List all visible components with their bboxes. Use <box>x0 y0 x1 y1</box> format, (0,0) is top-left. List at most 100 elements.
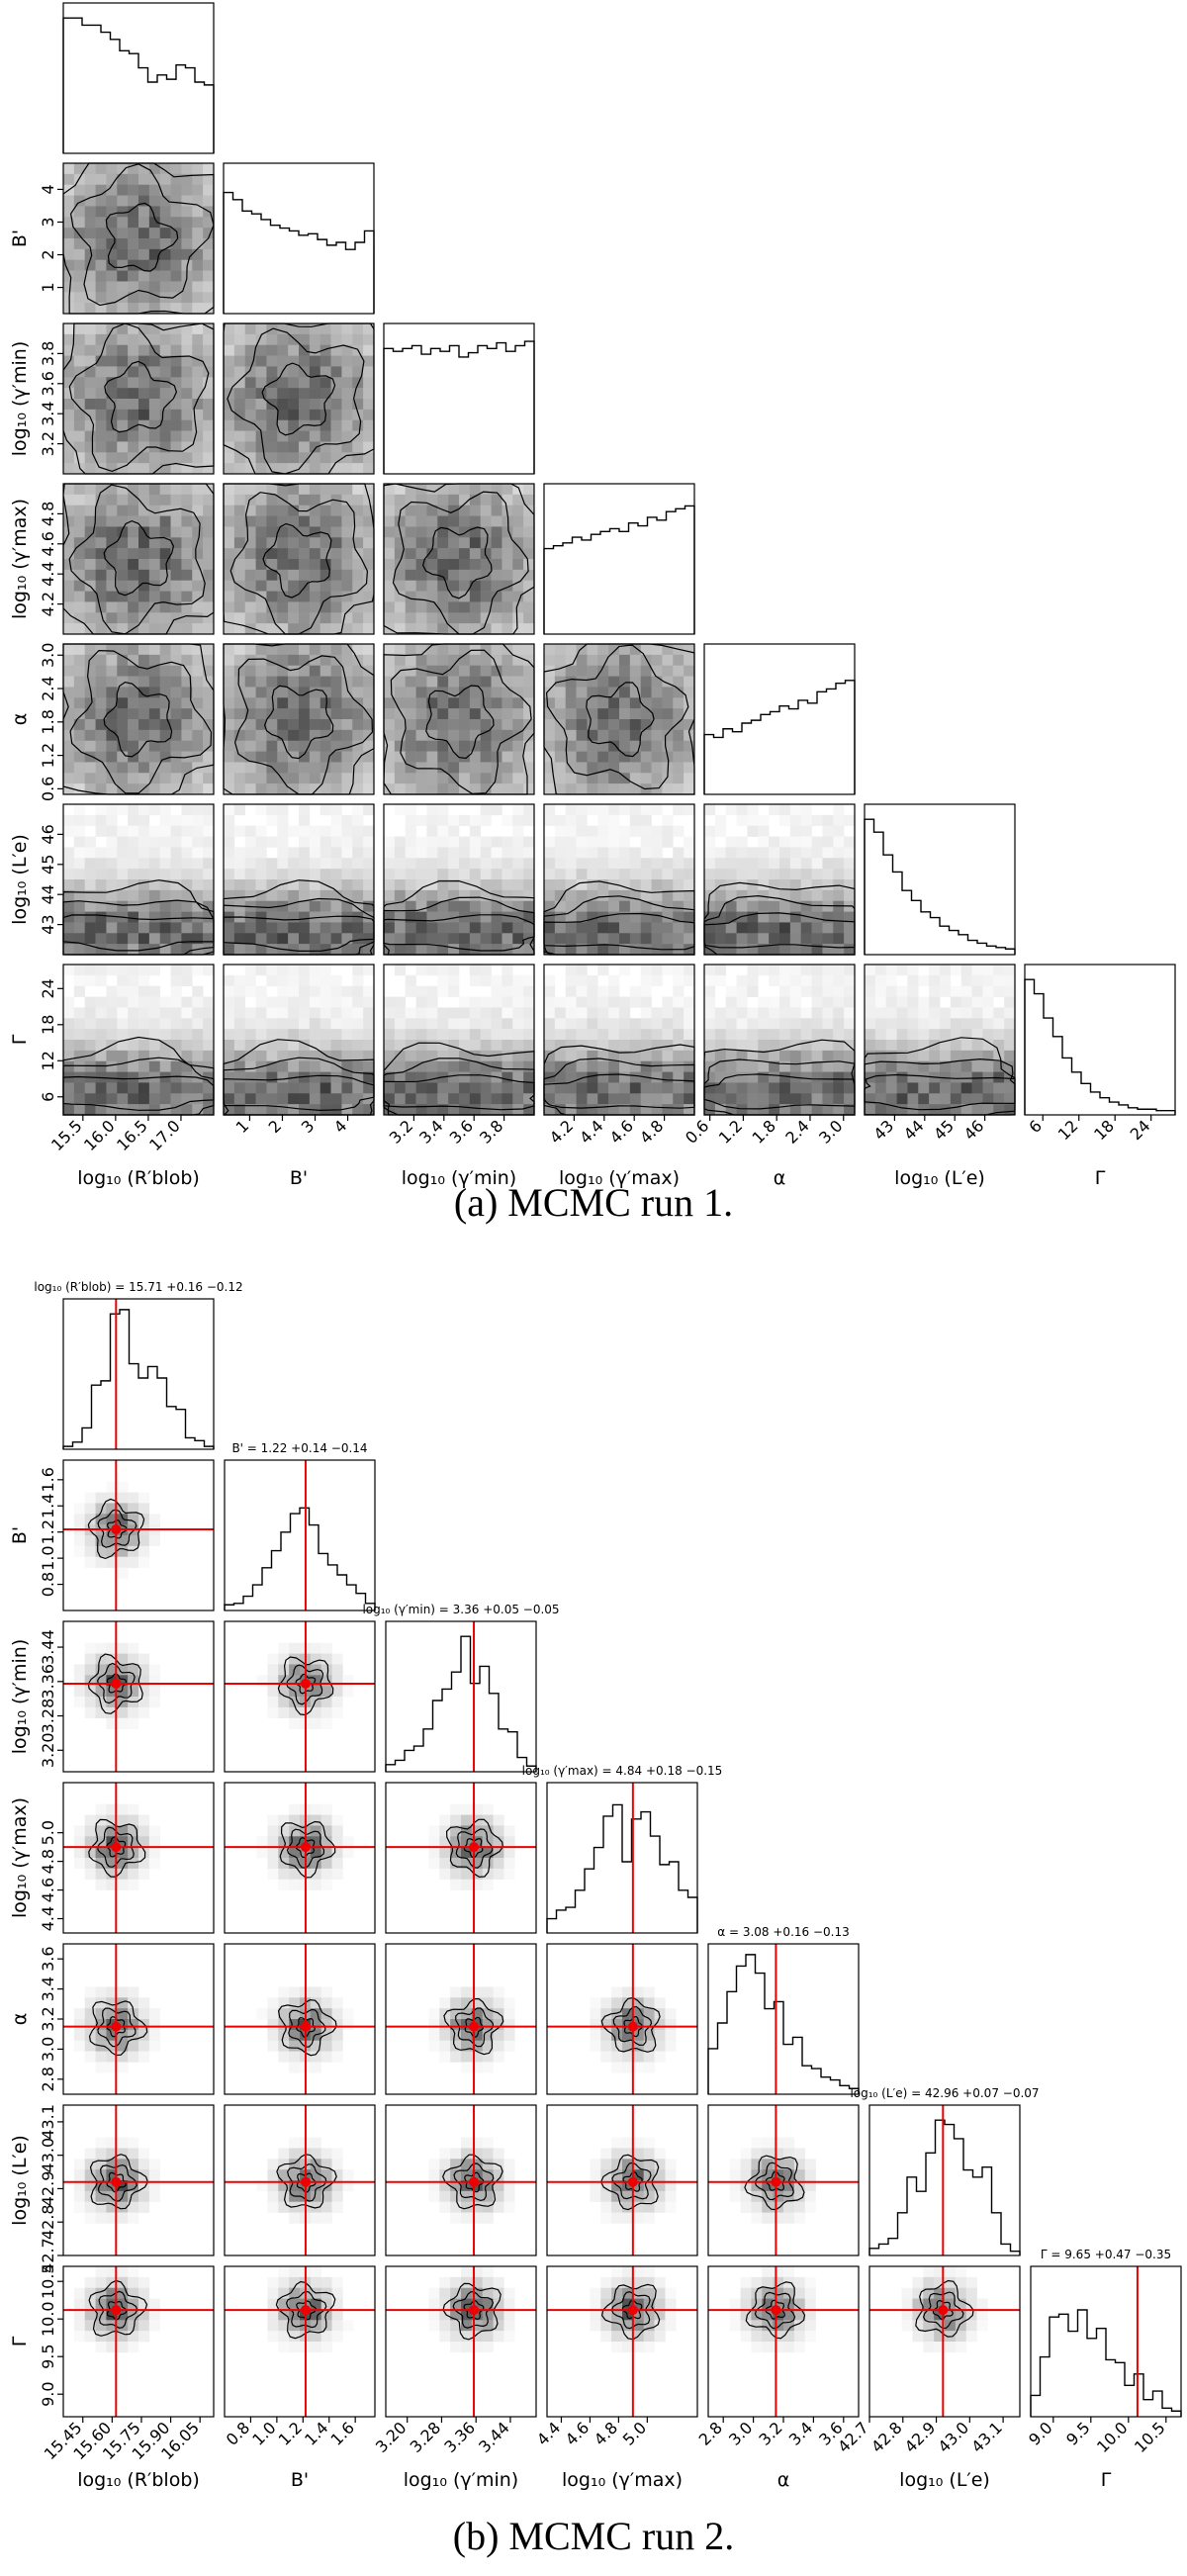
panel-frame-4-4 <box>703 643 856 795</box>
y-tick-label-4-0: 2.8 <box>39 2067 57 2091</box>
panel-4-0: 0.6 1.2 1.8 2.4 3.0 α <box>9 643 215 801</box>
density-5-2 <box>428 2137 515 2224</box>
contour-4-3-1 <box>586 682 655 758</box>
x-tick-label-6-1: 9.5 <box>1062 2418 1093 2448</box>
panel-5-1 <box>223 803 375 956</box>
panel-4-3 <box>543 643 695 795</box>
y-tick-label-4-2: 1.8 <box>39 709 57 734</box>
x-tick-label-1-3: 1.4 <box>301 2418 331 2448</box>
contour-3-0-2 <box>68 484 206 635</box>
panel-3-1 <box>224 1782 376 1934</box>
density-4-2 <box>384 644 535 795</box>
y-tick-label-5-1: 44 <box>39 884 57 904</box>
x-tick-label-3-1: 4.6 <box>562 2418 593 2448</box>
panel-frame-0-0 <box>62 2 215 154</box>
panel-frame-4-4 <box>707 1943 860 2095</box>
truth-point-5-3 <box>627 2176 638 2187</box>
panel-frame-3-3 <box>543 483 695 635</box>
panel-1-1: B' = 1.22 +0.14 −0.14 <box>224 1441 376 1611</box>
x-tick-label-4-0: 0.6 <box>682 1116 712 1147</box>
panel-frame-6-6 <box>1024 964 1176 1116</box>
contour-2-1-1 <box>261 362 336 436</box>
panel-3-2 <box>385 1782 537 1934</box>
y-tick-label-2-3: 3.44 <box>39 1629 57 1665</box>
y-tick-label-1-0: 0.8 <box>39 1572 57 1597</box>
density-6-2 <box>428 2266 515 2353</box>
x-tick-label-3-2: 4.8 <box>591 2418 621 2448</box>
panel-6-0: 15.516.016.517.0 log₁₀ (R′blob) 6 12 18 24 Γ <box>9 964 215 1189</box>
y-tick-label-1-2: 1.2 <box>39 1519 57 1544</box>
x-tick-label-1-0: 0.8 <box>223 2418 253 2448</box>
x-axis-label-1: B' <box>291 2469 309 2491</box>
truth-point-2-1 <box>300 1678 311 1689</box>
param-title-6: Γ = 9.65 +0.47 −0.35 <box>1041 2248 1171 2261</box>
x-tick-label-4-2: 1.8 <box>749 1116 779 1147</box>
y-axis-label-4: α <box>9 2013 31 2026</box>
density-6-4 <box>704 965 856 1116</box>
truth-point-6-0 <box>111 2305 122 2316</box>
x-axis-label-1: B' <box>290 1167 308 1189</box>
x-tick-label-5-0: 43 <box>869 1116 897 1144</box>
density-5-1 <box>224 804 375 956</box>
y-tick-label-6-1: 9.5 <box>39 2344 57 2368</box>
x-tick-label-6-3: 24 <box>1127 1116 1154 1144</box>
param-title-0: log₁₀ (R′blob) = 15.71 +0.16 −0.12 <box>34 1280 242 1294</box>
y-tick-label-5-2: 45 <box>39 855 57 874</box>
panel-frame-6-5 <box>868 2265 1021 2418</box>
panel-frame-5-2 <box>385 2104 537 2256</box>
x-tick-label-4-3: 2.4 <box>781 1116 812 1147</box>
y-axis-label-3: log₁₀ (γ′max) <box>9 499 31 619</box>
x-tick-label-5-3: 43.0 <box>935 2418 973 2456</box>
truth-point-5-2 <box>469 2176 480 2187</box>
panel-frame-6-6 <box>1030 2265 1182 2418</box>
y-axis-label-6: Γ <box>9 1034 31 1045</box>
x-tick-label-4-2: 3.2 <box>755 2418 785 2448</box>
panel-frame-3-0 <box>62 1782 215 1934</box>
panel-4-0: 2.8 3.0 3.2 3.4 3.6 α <box>9 1943 215 2095</box>
panel-frame-6-0 <box>62 964 215 1116</box>
histogram-6 <box>1024 978 1176 1115</box>
panel-6-3: 4.44.64.85.0 log₁₀ (γ′max) <box>533 2265 698 2491</box>
panel-5-2 <box>383 803 535 956</box>
panel-frame-5-3 <box>543 803 695 956</box>
panel-frame-5-4 <box>703 803 856 956</box>
y-tick-label-4-4: 3.0 <box>39 643 57 668</box>
param-title-1: B' = 1.22 +0.14 −0.14 <box>231 1441 367 1455</box>
contour-3-2-1 <box>421 526 493 599</box>
x-tick-label-2-1: 3.4 <box>415 1116 446 1147</box>
y-tick-label-3-3: 5.0 <box>39 1820 57 1845</box>
x-tick-label-1-1: 1.0 <box>248 2418 279 2448</box>
panel-frame-4-1 <box>224 1943 376 2095</box>
y-axis-label-6: Γ <box>9 2336 31 2346</box>
panel-frame-4-0 <box>62 643 215 795</box>
panel-frame-5-3 <box>546 2104 698 2256</box>
param-title-2: log₁₀ (γ′min) = 3.36 +0.05 −0.05 <box>362 1603 559 1616</box>
x-axis-label-0: log₁₀ (R′blob) <box>77 2469 200 2491</box>
panel-frame-2-1 <box>223 322 375 475</box>
panel-frame-4-1 <box>223 643 375 795</box>
y-tick-label-5-1: 42.8 <box>39 2204 57 2240</box>
x-tick-label-1-2: 1.2 <box>275 2418 306 2448</box>
truth-point-6-2 <box>469 2305 480 2316</box>
contour-4-3-2 <box>545 644 689 790</box>
x-axis-label-2: log₁₀ (γ′min) <box>404 2469 518 2491</box>
truth-point-4-2 <box>469 2021 480 2032</box>
truth-point-3-1 <box>300 1842 311 1853</box>
x-axis-label-3: log₁₀ (γ′max) <box>559 1167 680 1189</box>
y-axis-label-3: log₁₀ (γ′max) <box>9 1797 31 1918</box>
y-axis-label-4: α <box>9 713 31 726</box>
y-tick-label-5-3: 43.0 <box>39 2138 57 2173</box>
panel-6-1: 0.81.01.21.41.6 B' <box>223 2265 376 2491</box>
x-tick-label-0-0: 15.5 <box>47 1116 86 1154</box>
panel-frame-6-2 <box>383 964 535 1116</box>
density-2-0 <box>63 323 215 475</box>
x-tick-label-6-2: 10.0 <box>1093 2418 1132 2456</box>
param-title-5: log₁₀ (L′e) = 42.96 +0.07 −0.07 <box>850 2086 1039 2100</box>
y-axis-label-2: log₁₀ (γ′min) <box>9 1639 31 1754</box>
contour-4-2-1 <box>425 685 495 760</box>
panel-frame-2-0 <box>62 1620 215 1773</box>
y-tick-label-2-1: 3.28 <box>39 1699 57 1734</box>
x-axis-label-2: log₁₀ (γ′min) <box>402 1167 516 1189</box>
density-3-2 <box>384 484 535 635</box>
panel-4-2 <box>383 643 535 795</box>
